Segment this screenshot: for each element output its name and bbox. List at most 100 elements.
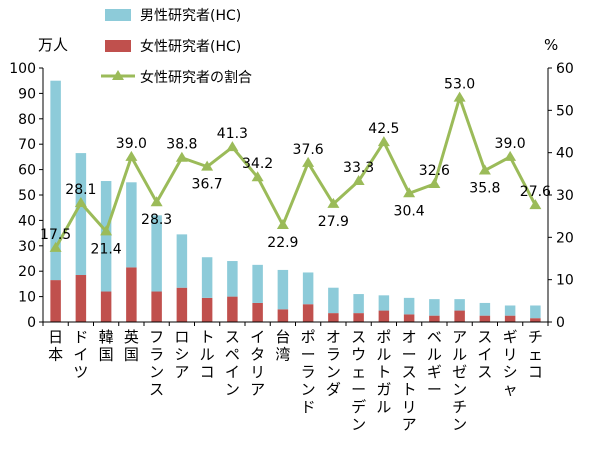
bar-male [328, 287, 339, 314]
bar-male [530, 305, 541, 319]
bar-female [176, 287, 188, 322]
ratio-point-marker [49, 241, 62, 252]
x-category-label: 日本 [48, 328, 63, 364]
ratio-data-label: 41.3 [217, 126, 248, 142]
bar-female [454, 310, 465, 322]
ratio-line [54, 96, 537, 249]
legend-ratio-label: 女性研究者の割合 [140, 69, 252, 86]
ratio-point-marker [302, 156, 315, 167]
ratio-point-marker [251, 171, 264, 182]
bar-male [302, 272, 314, 305]
y-left-tick-label: 0 [27, 315, 36, 331]
ratio-data-label: 22.9 [267, 235, 298, 251]
x-category-label: ドイツ [73, 328, 88, 381]
bar-male [151, 215, 162, 292]
bar-male [504, 305, 516, 316]
ratio-point-marker [403, 187, 416, 198]
x-category-label: 韓国 [99, 328, 114, 364]
ratio-data-label: 33.3 [343, 160, 374, 176]
x-category-label: ロシア [174, 328, 189, 381]
bar-male [252, 264, 263, 303]
x-category-label: イタリア [250, 328, 265, 399]
bar-female [429, 315, 440, 322]
legend-ratio-marker [112, 70, 124, 80]
y-right-unit-label: % [544, 36, 558, 54]
y-left-tick-label: 50 [18, 188, 36, 204]
x-category-label: スウェーデン [351, 328, 366, 434]
ratio-point-marker [125, 150, 138, 161]
ratio-point-marker [377, 136, 390, 147]
bar-female [378, 310, 390, 322]
ratio-point-marker [327, 197, 340, 208]
y-right-tick-label: 40 [556, 146, 574, 162]
x-category-label: チェコ [528, 328, 543, 381]
x-category-label: フランス [149, 328, 164, 399]
x-category-label: オーストリア [402, 328, 417, 434]
legend-female-label: 女性研究者(HC) [140, 38, 241, 55]
x-category-label: ポルトガル [376, 328, 391, 416]
bar-female [277, 309, 289, 322]
bar-female [353, 313, 364, 322]
y-left-tick-label: 30 [18, 239, 36, 255]
ratio-data-label: 27.9 [318, 214, 349, 230]
ratio-point-marker [175, 151, 188, 162]
bars-layer [50, 80, 541, 322]
ratio-point-marker [529, 199, 542, 210]
ratio-point-marker [276, 219, 289, 230]
ratio-point-marker [226, 141, 239, 152]
ratio-point-marker [453, 91, 466, 102]
bar-female [530, 318, 541, 322]
bar-female [75, 275, 87, 322]
bar-female [50, 280, 61, 322]
bar-male [353, 294, 364, 314]
ratio-data-label: 34.2 [242, 156, 273, 172]
x-category-label: スペイン [225, 328, 240, 399]
y-left-tick-label: 70 [18, 137, 36, 153]
y-right-tick-label: 20 [556, 230, 574, 246]
ratio-data-label: 28.3 [141, 212, 172, 228]
y-left-tick-label: 60 [18, 163, 36, 179]
bar-female [504, 315, 516, 322]
ratio-data-label: 36.7 [192, 177, 223, 193]
x-category-label: オランダ [326, 328, 341, 399]
ratio-data-label: 38.8 [166, 137, 197, 153]
bar-male [479, 302, 491, 316]
bar-male [176, 234, 188, 288]
x-category-label: ギリシャ [503, 328, 518, 399]
ratio-data-label: 53.0 [444, 77, 475, 93]
line-layer [49, 91, 542, 252]
ratio-point-marker [74, 197, 87, 208]
bar-female [403, 314, 415, 322]
ratio-point-marker [478, 164, 491, 175]
legend-female-swatch [105, 40, 131, 52]
ratio-data-label: 28.1 [65, 182, 96, 198]
bar-male [378, 295, 390, 311]
bar-female [100, 291, 112, 322]
x-category-label: ポーランド [301, 328, 316, 416]
bar-female [252, 302, 263, 322]
bar-male [403, 297, 415, 315]
x-category-label: アルゼンチン [452, 328, 467, 434]
y-left-tick-label: 90 [18, 86, 36, 102]
bar-male [277, 269, 289, 310]
ratio-point-marker [504, 150, 517, 161]
ratio-point-marker [428, 177, 441, 188]
ratio-data-label: 17.5 [40, 227, 71, 243]
ratio-point-marker [100, 225, 113, 236]
legend-male-swatch [105, 9, 131, 21]
bar-male [126, 182, 137, 268]
labels-layer: 17.5 28.1 21.4 39.0 28.3 38.8 36.7 41.3 34.2 22.9… [40, 77, 551, 258]
bar-male [201, 257, 213, 298]
ratio-point-marker [352, 175, 365, 186]
y-left-tick-label: 100 [9, 61, 36, 77]
bar-male [429, 299, 440, 316]
ratio-data-label: 39.0 [116, 136, 147, 152]
y-left-unit-label: 万人 [38, 36, 68, 54]
ratio-data-label: 30.4 [394, 203, 425, 219]
bar-male [454, 299, 465, 311]
bar-male [100, 181, 112, 292]
ratio-data-label: 39.0 [495, 136, 526, 152]
y-left-tick-label: 10 [18, 290, 36, 306]
bar-male [50, 80, 61, 281]
